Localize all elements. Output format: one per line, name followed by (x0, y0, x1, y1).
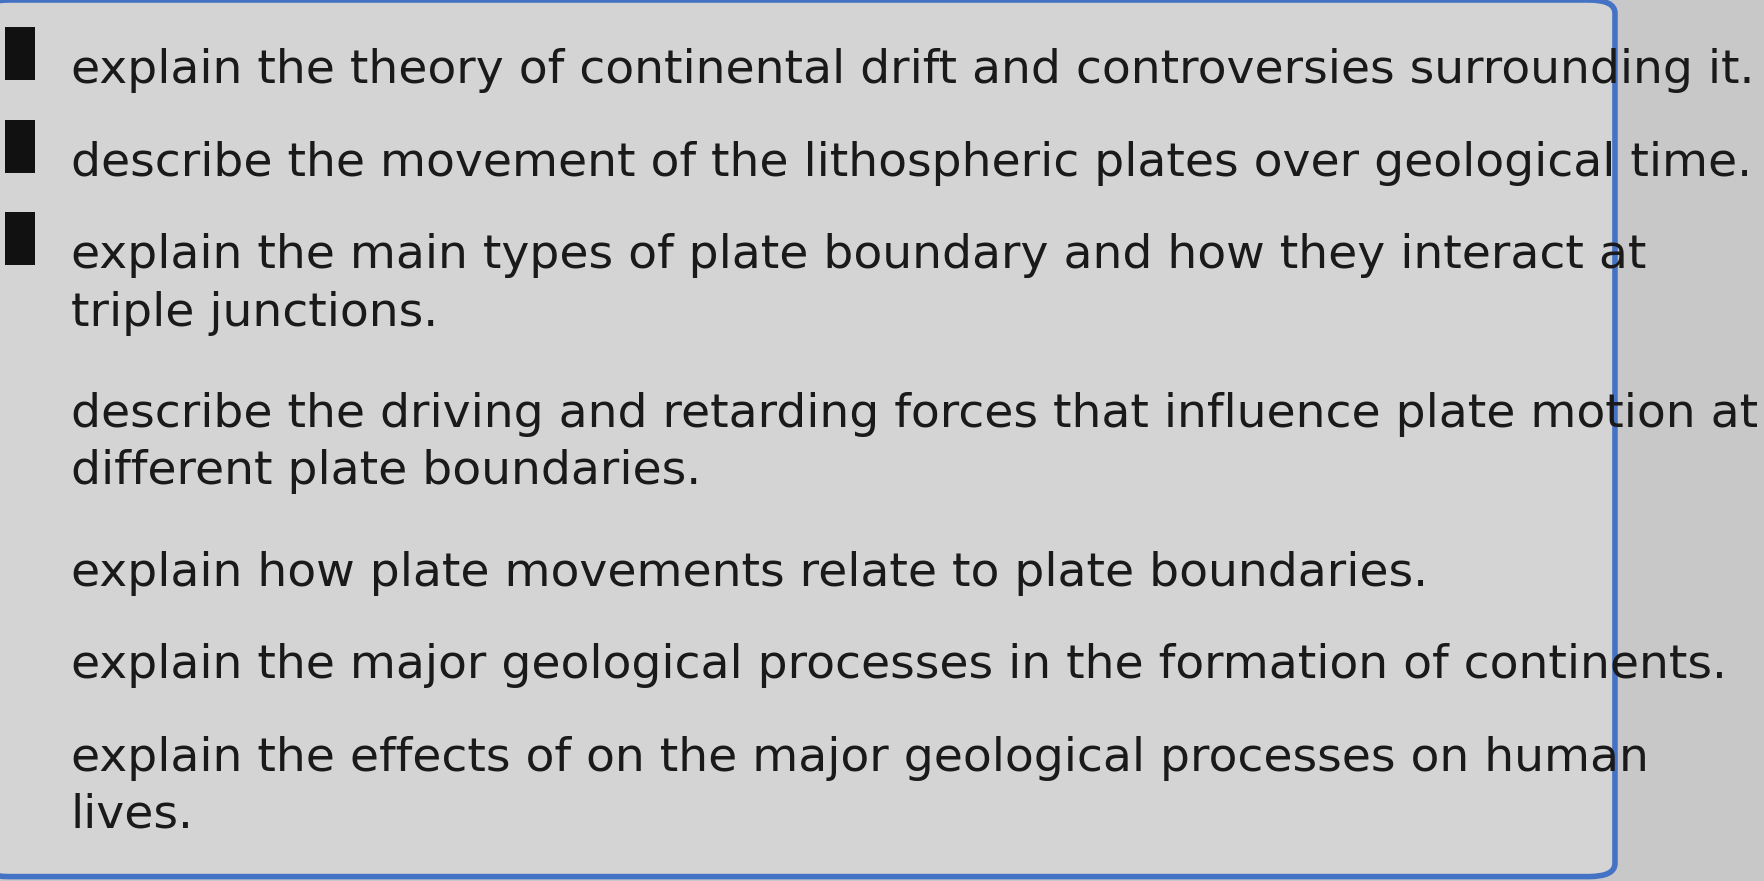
Text: describe the movement of the lithospheric plates over geological time.: describe the movement of the lithospheri… (71, 141, 1750, 186)
Text: explain how plate movements relate to plate boundaries.: explain how plate movements relate to pl… (71, 551, 1427, 596)
FancyBboxPatch shape (5, 212, 35, 265)
Text: explain the theory of continental drift and controversies surrounding it.: explain the theory of continental drift … (71, 48, 1753, 93)
Text: explain the major geological processes in the formation of continents.: explain the major geological processes i… (71, 643, 1725, 688)
Text: explain the main types of plate boundary and how they interact at
triple junctio: explain the main types of plate boundary… (71, 233, 1646, 336)
FancyBboxPatch shape (0, 0, 1614, 877)
FancyBboxPatch shape (5, 27, 35, 80)
Text: explain the effects of on the major geological processes on human
lives.: explain the effects of on the major geol… (71, 736, 1648, 838)
Text: describe the driving and retarding forces that influence plate motion at
differe: describe the driving and retarding force… (71, 392, 1757, 494)
FancyBboxPatch shape (5, 120, 35, 173)
